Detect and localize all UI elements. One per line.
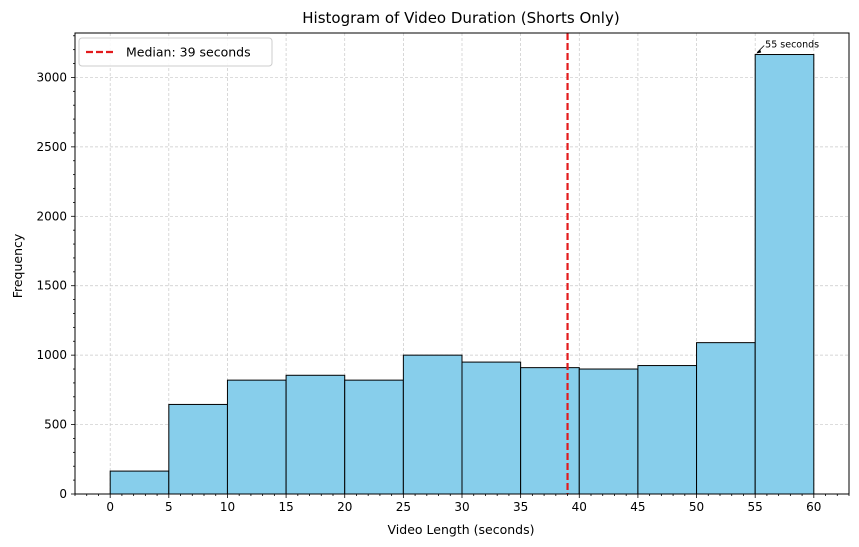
- histogram-bar-3: [285, 374, 346, 495]
- y-axis-label: Frequency: [10, 233, 25, 298]
- annotation-text: 55 seconds: [765, 40, 819, 51]
- histogram-bar-7: [520, 367, 580, 495]
- annotation-group: 55 seconds: [756, 40, 819, 54]
- histogram-bar-6: [461, 361, 522, 495]
- annotation-arrow-head: [756, 49, 762, 54]
- y-tick-label-3: 1500: [36, 279, 67, 293]
- y-tick-label-4: 2000: [36, 209, 67, 223]
- legend-median-label: Median: 39 seconds: [126, 45, 251, 60]
- x-tick-label-2: 10: [220, 500, 235, 514]
- histogram-bar-5: [402, 354, 463, 495]
- y-tick-label-5: 2500: [36, 140, 67, 154]
- x-tick-label-1: 5: [165, 500, 173, 514]
- x-tick-label-11: 55: [748, 500, 763, 514]
- legend: Median: 39 seconds: [78, 37, 273, 67]
- histogram-bar-2: [226, 379, 287, 495]
- histogram-bars: [109, 54, 815, 495]
- x-tick-label-7: 35: [513, 500, 528, 514]
- histogram-bar-11: [754, 54, 815, 495]
- y-tick-label-0: 0: [59, 487, 67, 501]
- x-tick-label-10: 50: [689, 500, 704, 514]
- tick-marks: 0 5 10 15 20 25 30 35 40 45 50 55 60 0 500 1000 1500 2000…: [36, 35, 850, 514]
- x-tick-label-4: 20: [337, 500, 352, 514]
- x-tick-label-12: 60: [806, 500, 821, 514]
- x-axis-label: Video Length (seconds): [388, 522, 535, 537]
- x-tick-label-0: 0: [106, 500, 114, 514]
- x-tick-label-3: 15: [278, 500, 293, 514]
- x-tick-label-5: 25: [396, 500, 411, 514]
- histogram-bar-9: [637, 365, 698, 495]
- chart-title: Histogram of Video Duration (Shorts Only…: [302, 9, 619, 27]
- x-tick-label-9: 45: [630, 500, 645, 514]
- y-tick-label-1: 500: [44, 418, 67, 432]
- x-tick-label-8: 40: [572, 500, 587, 514]
- histogram-bar-10: [696, 342, 756, 495]
- y-tick-label-2: 1000: [36, 348, 67, 362]
- legend-frame: [78, 37, 273, 67]
- x-tick-label-6: 30: [454, 500, 469, 514]
- histogram-bar-1: [168, 403, 228, 495]
- y-tick-label-6: 3000: [36, 70, 67, 84]
- histogram-bar-0: [109, 470, 170, 495]
- histogram-bar-4: [344, 379, 404, 495]
- histogram-bar-8: [578, 368, 639, 495]
